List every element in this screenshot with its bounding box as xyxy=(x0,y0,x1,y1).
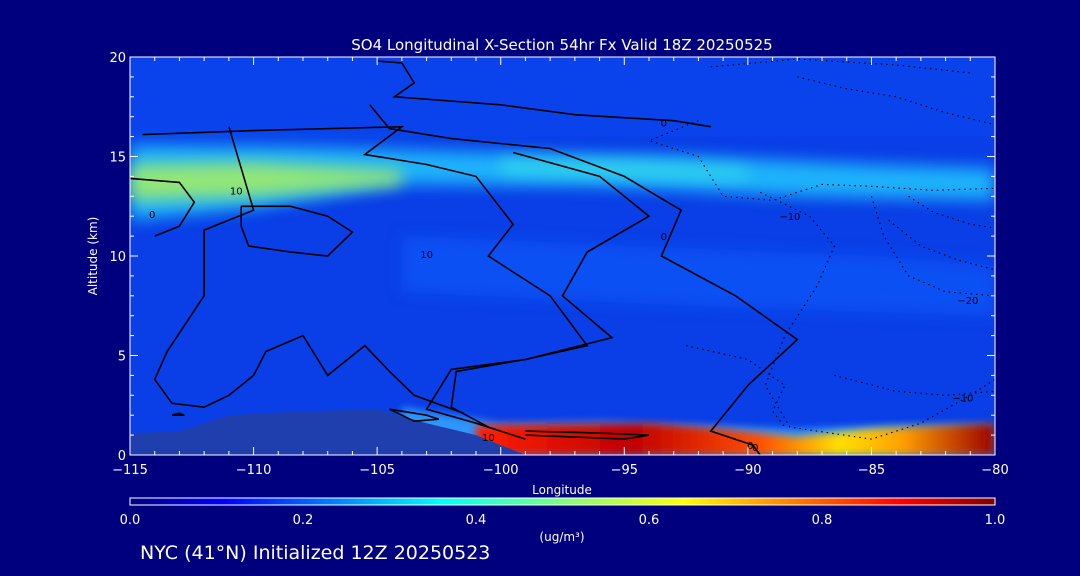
contour-label: 0 xyxy=(661,119,667,130)
x-tick-label: −115 xyxy=(112,463,148,478)
x-tick-label: −105 xyxy=(359,463,395,478)
contour-line-solid-4 xyxy=(450,151,651,428)
x-tick-label: −100 xyxy=(483,463,519,478)
upper-layer-east-core xyxy=(500,158,748,179)
colorbar-tick-label: 0.4 xyxy=(466,513,487,528)
x-tick-label: −80 xyxy=(981,463,1008,478)
contour-line-solid-6 xyxy=(130,177,196,237)
colorbar-tick-label: 0.2 xyxy=(293,513,314,528)
colorbar-units-label: (ug/m³) xyxy=(539,530,584,544)
contour-label: 0 xyxy=(747,441,753,452)
contour-line-solid-3 xyxy=(369,104,799,455)
colorbar-tick-label: 0.0 xyxy=(120,513,141,528)
contour-line-solid-0 xyxy=(142,125,589,440)
contour-line-solid-5 xyxy=(240,205,354,257)
x-axis-label: Longitude xyxy=(532,483,592,497)
contour-line-solid-9 xyxy=(171,412,185,416)
colorbar-tick-label: 0.8 xyxy=(812,513,833,528)
contour-line-dotted-14 xyxy=(888,219,995,271)
y-tick-label: 10 xyxy=(109,250,126,265)
y-tick-label: 15 xyxy=(109,151,126,166)
terrain xyxy=(130,409,526,455)
x-axis: −115 −110 −105 −100 −95 −90 −85 −80 xyxy=(112,57,1009,478)
colorbar xyxy=(129,497,996,506)
x-tick-label: −95 xyxy=(611,463,638,478)
contour-line-solid-7 xyxy=(389,408,440,423)
contour-line-solid-8 xyxy=(525,430,650,440)
x-tick-label: −110 xyxy=(236,463,272,478)
contour-label: 10 xyxy=(420,250,433,261)
contour-line-dotted-13 xyxy=(870,196,995,297)
contour-label: 10 xyxy=(482,433,495,444)
chart-title: SO4 Longitudinal X-Section 54hr Fx Valid… xyxy=(351,36,772,54)
footer-initialization-label: NYC (41°N) Initialized 12Z 20250523 xyxy=(140,542,491,564)
concentration-field xyxy=(130,57,995,455)
contour-label: 10 xyxy=(230,186,243,197)
contour-line-dotted-12 xyxy=(759,191,995,440)
contour-line-dotted-17 xyxy=(685,345,786,428)
contour-label: 0 xyxy=(752,443,758,454)
y-tick-label: 20 xyxy=(109,51,126,66)
y-axis: 0 5 10 15 20 xyxy=(109,51,995,464)
contour-line-solid-2 xyxy=(377,60,711,128)
x-tick-label: −85 xyxy=(858,463,885,478)
contour-line-dotted-16 xyxy=(797,76,995,126)
colorbar-ticks: 0.0 0.2 0.4 0.6 0.8 1.0 xyxy=(120,513,1006,528)
y-tick-label: 5 xyxy=(118,350,126,365)
y-tick-label: 0 xyxy=(118,449,126,464)
contour-label: −10 xyxy=(779,212,800,223)
colorbar-tick-label: 0.6 xyxy=(639,513,660,528)
contour-label: −10 xyxy=(952,393,973,404)
upper-band xyxy=(130,57,995,137)
upper-layer-core xyxy=(130,162,402,201)
y-axis-label: Altitude (km) xyxy=(86,217,100,296)
colorbar-tick-label: 1.0 xyxy=(985,513,1006,528)
contour-label: 0 xyxy=(661,232,667,243)
contour-lines xyxy=(130,58,995,455)
contour-line-solid-1 xyxy=(153,126,464,414)
contour-label: −20 xyxy=(957,296,978,307)
contour-line-dotted-18 xyxy=(834,374,995,396)
x-tick-label: −90 xyxy=(734,463,761,478)
contour-label: 0 xyxy=(149,210,155,221)
upper-layer xyxy=(130,144,995,221)
